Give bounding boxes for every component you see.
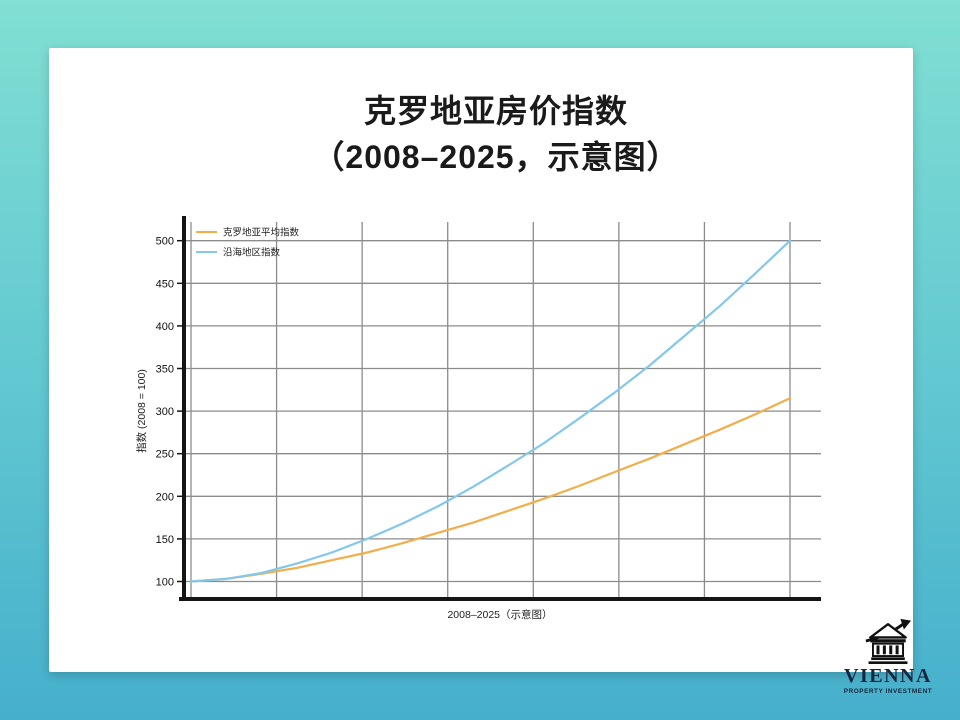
legend-label: 沿海地区指数: [223, 247, 281, 259]
slide-card: 克罗地亚房价指数 （2008–2025，示意图） 100 150 200 250 300…: [49, 48, 913, 672]
y-tick-label: 350: [156, 364, 174, 376]
legend-label: 克罗地亚平均指数: [223, 227, 300, 239]
y-tick-label: 300: [156, 406, 174, 418]
y-tick-label: 400: [156, 321, 174, 333]
y-axis-label: 指数 (2008 = 100): [135, 369, 148, 453]
y-tick-label: 100: [156, 577, 174, 589]
title-line-2: （2008–2025，示意图）: [312, 139, 680, 175]
y-tick-label: 250: [156, 449, 174, 461]
logo-name: VIENNA: [844, 665, 932, 687]
series-line: [189, 397, 792, 583]
bank-building-growth-arrow-icon: [865, 618, 911, 664]
y-tick-label: 500: [156, 236, 174, 248]
vienna-logo: VIENNA PROPERTY INVESTMENT: [842, 618, 934, 695]
y-tick-label: 450: [156, 278, 174, 290]
series-line: [189, 239, 792, 583]
x-axis-label: 2008–2025（示意图）: [447, 608, 552, 621]
y-tick-label: 200: [156, 491, 174, 503]
y-tick-label: 150: [156, 534, 174, 546]
title-line-1: 克罗地亚房价指数: [363, 93, 628, 129]
logo-tagline: PROPERTY INVESTMENT: [843, 688, 933, 695]
price-index-chart: 100 150 200 250 300 350 400 450 500 克罗地亚平均指数沿海地区指…: [135, 216, 821, 621]
slide-title: 克罗地亚房价指数 （2008–2025，示意图）: [64, 88, 928, 180]
